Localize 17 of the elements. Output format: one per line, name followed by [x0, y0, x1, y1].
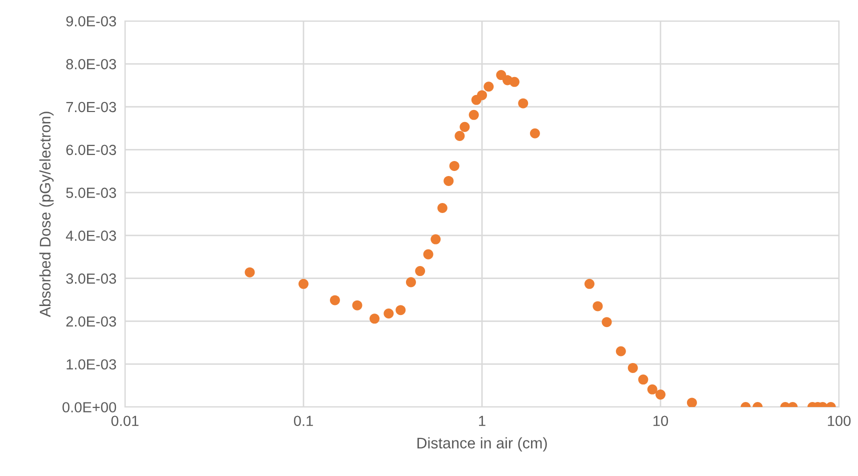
y-tick-label: 4.0E-03: [66, 230, 116, 241]
y-tick-label: 2.0E-03: [66, 316, 116, 327]
y-tick-label: 7.0E-03: [66, 102, 116, 112]
y-tick-label: 0.0E+00: [62, 402, 116, 412]
y-tick-label: 9.0E-03: [66, 16, 116, 26]
x-tick-label: 0.1: [294, 416, 313, 426]
x-tick-label: 1: [479, 416, 486, 426]
y-tick-label: 6.0E-03: [66, 144, 116, 156]
x-axis-title: Distance in air (cm): [417, 437, 547, 452]
y-tick-label: 1.0E-03: [66, 359, 116, 370]
y-axis-title: Absorbed Dose (pGy/electron): [39, 112, 54, 318]
y-tick-label: 3.0E-03: [66, 273, 116, 284]
x-tick-label: 10: [654, 416, 668, 426]
x-tick-label: 0.01: [111, 416, 138, 426]
y-tick-label: 8.0E-03: [66, 58, 116, 70]
y-tick-label: 5.0E-03: [66, 188, 116, 198]
x-tick-label: 100: [828, 416, 851, 426]
